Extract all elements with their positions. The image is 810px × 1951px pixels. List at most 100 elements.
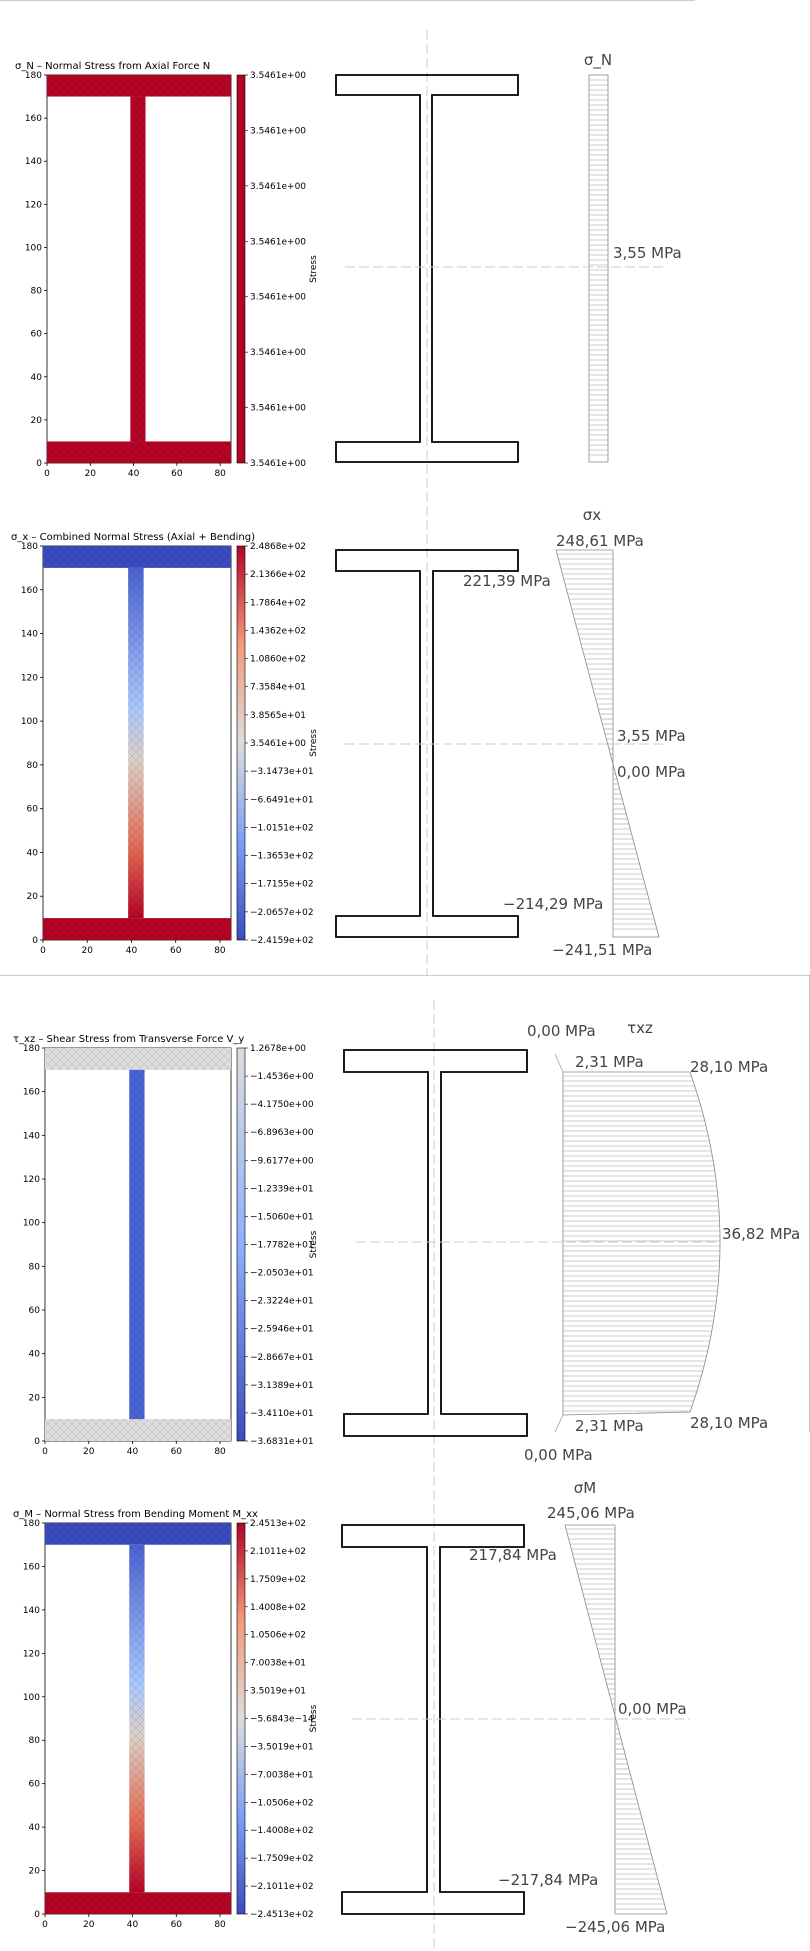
y-tick-label: 0 bbox=[32, 936, 38, 946]
colorbar-tick-label: 2.4513e+02 bbox=[250, 1519, 306, 1529]
panel-4: σ_M – Normal Stress from Bending Moment … bbox=[13, 1509, 525, 1930]
colorbar-tick-label: −3.1389e+01 bbox=[250, 1381, 314, 1391]
colorbar-tick-label: −1.7509e+02 bbox=[250, 1854, 314, 1864]
diagram-title: σx bbox=[583, 506, 602, 524]
y-tick-label: 60 bbox=[27, 805, 39, 815]
colorbar-tick-label: −1.7155e+02 bbox=[250, 880, 314, 890]
plot-title: σ_M – Normal Stress from Bending Moment … bbox=[13, 1509, 258, 1520]
x-tick-label: 0 bbox=[44, 469, 50, 479]
colorbar-tick-label: −3.4110e+01 bbox=[250, 1409, 314, 1419]
plot-title: σ_x – Combined Normal Stress (Axial + Be… bbox=[11, 532, 255, 543]
mesh-overlay bbox=[128, 567, 144, 919]
colorbar-tick-label: −2.3224e+01 bbox=[250, 1297, 314, 1307]
y-tick-label: 0 bbox=[34, 1437, 40, 1447]
mesh-overlay bbox=[43, 918, 231, 940]
colorbar-tick-label: −1.0506e+02 bbox=[250, 1798, 314, 1808]
x-tick-label: 20 bbox=[83, 1447, 95, 1457]
y-tick-label: 60 bbox=[31, 330, 43, 340]
y-tick-label: 180 bbox=[21, 542, 38, 552]
mesh-overlay bbox=[45, 1048, 231, 1070]
y-tick-label: 120 bbox=[25, 200, 42, 210]
x-tick-label: 60 bbox=[171, 1447, 183, 1457]
stress-block bbox=[588, 74, 609, 463]
diagram-title: σM bbox=[574, 1479, 596, 1497]
y-tick-label: 60 bbox=[29, 1780, 41, 1790]
y-tick-label: 140 bbox=[23, 1131, 40, 1141]
stress-line bbox=[564, 1524, 668, 1915]
y-tick-label: 80 bbox=[29, 1262, 41, 1272]
y-tick-label: 60 bbox=[29, 1306, 41, 1316]
stress-value-label: −241,51 MPa bbox=[552, 941, 652, 959]
stress-value-label: 28,10 MPa bbox=[690, 1414, 768, 1432]
colorbar-tick-label: −3.6831e+01 bbox=[250, 1437, 314, 1447]
y-tick-label: 160 bbox=[23, 1562, 40, 1572]
colorbar-tick-label: −2.8667e+01 bbox=[250, 1353, 314, 1363]
mesh-overlay bbox=[47, 441, 231, 463]
x-tick-label: 80 bbox=[214, 1447, 226, 1457]
mesh-overlay bbox=[45, 1523, 231, 1545]
y-tick-label: 140 bbox=[25, 157, 42, 167]
y-tick-label: 80 bbox=[31, 287, 43, 297]
colorbar-tick-label: 3.5461e+00 bbox=[250, 126, 306, 136]
colorbar-tick-label: −2.4159e+02 bbox=[250, 936, 314, 946]
colorbar-tick-label: 3.5461e+00 bbox=[250, 739, 306, 749]
colorbar-tick-label: 3.5461e+00 bbox=[250, 404, 306, 414]
x-tick-label: 0 bbox=[40, 946, 46, 956]
colorbar-tick-label: 3.5461e+00 bbox=[250, 71, 306, 81]
stress-value-label: 0,00 MPa bbox=[617, 763, 686, 781]
colorbar-tick-label: −1.2339e+01 bbox=[250, 1184, 314, 1194]
colorbar-tick-label: −1.4536e+00 bbox=[250, 1072, 314, 1082]
colorbar-tick-label: −4.1750e+00 bbox=[250, 1100, 314, 1110]
colorbar-tick-label: −3.5019e+01 bbox=[250, 1742, 314, 1752]
x-tick-label: 20 bbox=[82, 946, 94, 956]
x-tick-label: 0 bbox=[42, 1920, 48, 1930]
mesh-overlay bbox=[129, 1069, 145, 1420]
mesh-overlay bbox=[45, 1419, 231, 1441]
colorbar-tick-label: 7.3584e+01 bbox=[250, 683, 306, 693]
colorbar-tick-label: −5.6843e−14 bbox=[250, 1715, 314, 1725]
colorbar-tick-label: −1.3653e+02 bbox=[250, 852, 314, 862]
y-tick-label: 80 bbox=[27, 761, 39, 771]
colorbar-tick-label: −2.4513e+02 bbox=[250, 1910, 314, 1920]
colorbar-label: Stress bbox=[309, 729, 319, 757]
sigma-n-diagram: σ_N 3,55 MPa bbox=[345, 51, 682, 463]
mesh-overlay bbox=[43, 546, 231, 568]
colorbar-tick-label: 1.7509e+02 bbox=[250, 1575, 306, 1585]
stress-value-label: 0,00 MPa bbox=[618, 1700, 687, 1718]
colorbar-tick-label: −1.7782e+01 bbox=[250, 1241, 314, 1251]
y-tick-label: 20 bbox=[31, 416, 43, 426]
panel-2: σ_x – Combined Normal Stress (Axial + Be… bbox=[11, 532, 519, 956]
y-tick-label: 180 bbox=[23, 1519, 40, 1529]
y-tick-label: 100 bbox=[21, 717, 38, 727]
stress-value-label: 2,31 MPa bbox=[575, 1053, 644, 1071]
y-tick-label: 0 bbox=[34, 1910, 40, 1920]
colorbar-tick-label: −2.5946e+01 bbox=[250, 1325, 314, 1335]
mesh-overlay bbox=[130, 96, 146, 442]
stress-value-label: −217,84 MPa bbox=[498, 1871, 598, 1889]
diagram-title: τxz bbox=[627, 1019, 653, 1037]
stress-value-label: 217,84 MPa bbox=[469, 1546, 557, 1564]
x-tick-label: 0 bbox=[42, 1447, 48, 1457]
y-tick-label: 100 bbox=[23, 1219, 40, 1229]
colorbar bbox=[236, 1522, 246, 1915]
colorbar-tick-label: −3.1473e+01 bbox=[250, 767, 314, 777]
i-beam-section bbox=[343, 1049, 528, 1437]
y-tick-label: 180 bbox=[25, 71, 42, 81]
colorbar-label: Stress bbox=[309, 1704, 319, 1732]
y-tick-label: 40 bbox=[27, 848, 39, 858]
stress-value-label: −245,06 MPa bbox=[565, 1918, 665, 1936]
colorbar-tick-label: 3.5461e+00 bbox=[250, 348, 306, 358]
plot-title: τ_xz – Shear Stress from Transverse Forc… bbox=[13, 1034, 244, 1045]
y-tick-label: 100 bbox=[25, 243, 42, 253]
stress-value-label: 0,00 MPa bbox=[527, 1022, 596, 1040]
sigma-x-diagram: σx 248,61 MPa 221,39 MPa 3,55 MPa 0,00 MPa −2… bbox=[345, 506, 686, 959]
stress-value-label: 248,61 MPa bbox=[556, 532, 644, 550]
colorbar-tick-label: 1.4008e+02 bbox=[250, 1603, 306, 1613]
colorbar bbox=[236, 545, 246, 941]
stress-value-label: 28,10 MPa bbox=[690, 1058, 768, 1076]
colorbar-tick-label: −6.8963e+00 bbox=[250, 1128, 314, 1138]
stress-line bbox=[555, 549, 660, 938]
colorbar bbox=[236, 1047, 246, 1442]
colorbar-tick-label: 3.5461e+00 bbox=[250, 459, 306, 469]
